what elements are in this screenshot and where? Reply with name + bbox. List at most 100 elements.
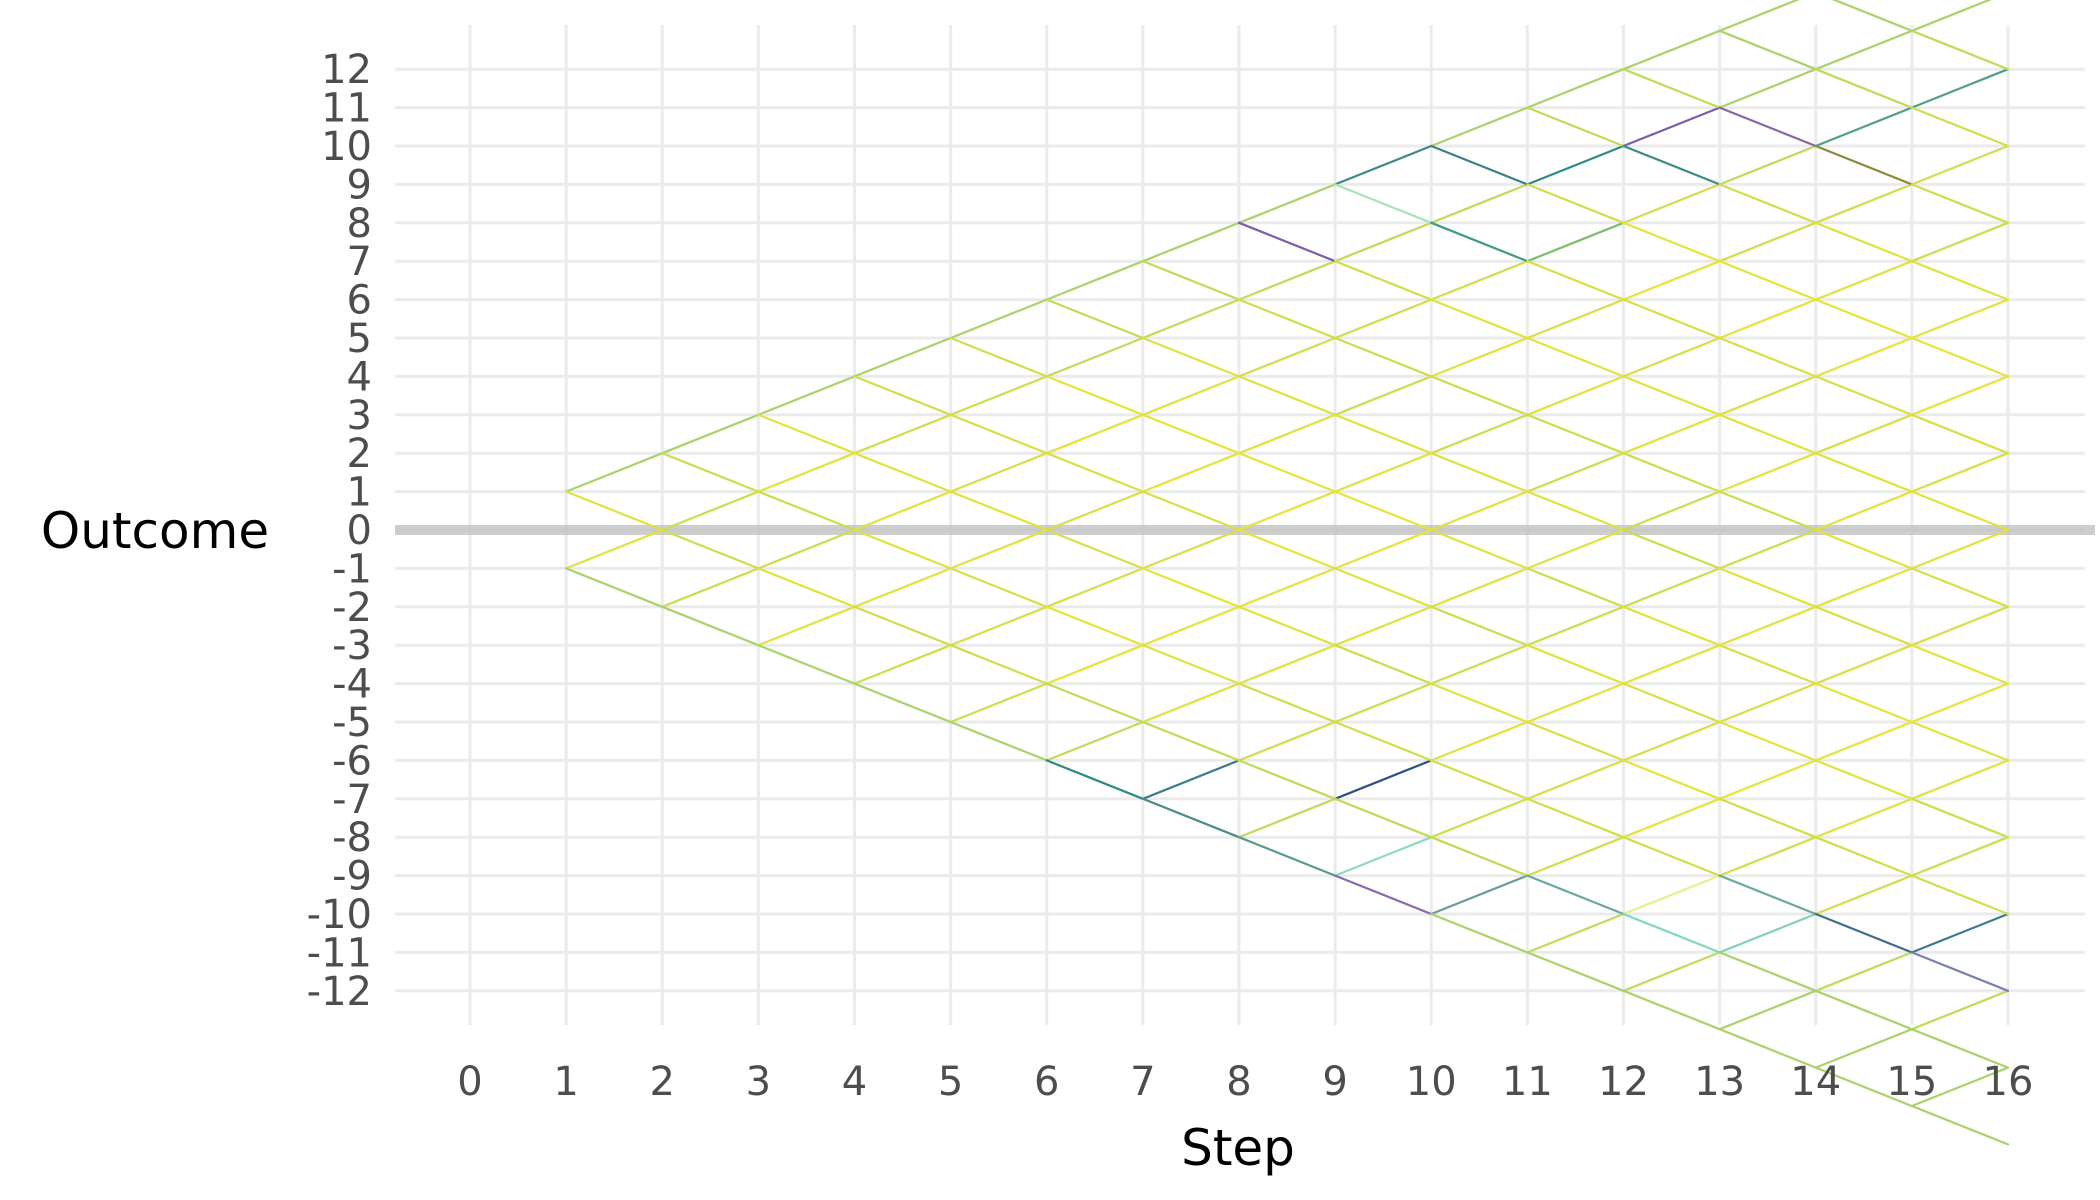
walk-edge <box>1045 260 1144 301</box>
walk-edge <box>1910 567 2010 608</box>
walk-edge <box>1526 720 1625 762</box>
walk-edge <box>1718 567 1817 608</box>
y-tick-label: 9 <box>347 162 372 208</box>
y-tick-label: -12 <box>307 969 372 1015</box>
walk-edge <box>1526 298 1625 340</box>
y-tick-label: 12 <box>321 47 372 93</box>
walk-edge <box>1718 912 1817 954</box>
y-tick-label: 11 <box>321 86 372 132</box>
walk-edge <box>757 567 856 608</box>
walk-edge <box>1430 874 1529 916</box>
walk-edge <box>1622 336 1721 378</box>
walk-edge <box>1430 720 1529 762</box>
x-tick-label: 16 <box>1983 1059 2034 1105</box>
walk-edge <box>1334 836 1433 877</box>
walk-edge <box>1718 413 1817 455</box>
walk-edge <box>1718 720 1817 762</box>
walk-edge <box>853 490 952 532</box>
walk-edge <box>1910 106 2010 148</box>
walk-edge <box>1910 1104 2010 1146</box>
walk-edge <box>661 413 760 455</box>
walk-edge <box>565 490 664 532</box>
walk-edge <box>1141 797 1241 839</box>
walk-edge <box>1622 29 1721 71</box>
walk-edge <box>1814 797 1913 839</box>
y-tick-label: -9 <box>332 854 372 900</box>
walk-edge <box>1045 567 1144 608</box>
walk-edge <box>1910 797 2010 839</box>
walk-edge <box>1526 836 1625 877</box>
x-tick-label: 9 <box>1322 1059 1347 1105</box>
walk-edge <box>949 567 1048 608</box>
walk-edge <box>1718 452 1817 493</box>
walk-edge <box>1526 644 1625 685</box>
walk-edge <box>1141 720 1241 762</box>
walk-edge <box>1141 298 1241 340</box>
walk-edge <box>1622 874 1721 916</box>
walk-edge <box>1526 144 1625 186</box>
x-tick-label: 0 <box>457 1059 482 1105</box>
walk-edge <box>1141 375 1241 416</box>
walk-edge <box>1910 413 2010 455</box>
walk-edge <box>1334 375 1433 416</box>
walk-edge <box>853 528 952 570</box>
walk-edge <box>853 375 952 416</box>
walk-edge <box>1622 221 1721 263</box>
x-tick-label: 10 <box>1406 1059 1457 1105</box>
walk-edge <box>1718 759 1817 800</box>
walk-edge <box>1831 0 1913 32</box>
walk-edge <box>757 413 856 455</box>
walk-edge <box>1141 759 1241 800</box>
walk-edge <box>1622 836 1721 877</box>
walk-edge <box>1814 528 1913 570</box>
walk-edge <box>1237 644 1337 685</box>
walk-edge <box>1334 605 1433 647</box>
walk-edge <box>1910 1028 2010 1069</box>
walk-edge <box>1622 68 1721 109</box>
walk-edge <box>1430 221 1529 263</box>
walk-edge <box>1622 183 1721 224</box>
walk-edge <box>1910 759 2010 800</box>
walk-edge <box>1718 644 1817 685</box>
walk-edge <box>1718 298 1817 340</box>
walk-edge <box>1334 797 1433 839</box>
walk-edge <box>1814 375 1913 416</box>
walk-edge <box>949 298 1048 340</box>
walk-edge <box>1622 797 1721 839</box>
walk-edge <box>1334 874 1433 916</box>
walk-edge <box>1045 759 1144 800</box>
walk-edge <box>853 413 952 455</box>
walk-edge <box>949 490 1048 532</box>
walk-edge <box>1237 797 1337 839</box>
walk-edge <box>1814 144 1913 186</box>
walk-edge <box>1141 413 1241 455</box>
walk-edge <box>1910 298 2010 340</box>
walk-edge <box>1910 490 2010 532</box>
walk-edge <box>1622 567 1721 608</box>
walk-edge <box>1718 221 1817 263</box>
walk-edge <box>1237 452 1337 493</box>
walk-edge <box>1910 29 2010 71</box>
walk-edge <box>1622 260 1721 301</box>
walk-edge <box>1814 989 1913 1031</box>
walk-edge <box>1622 720 1721 762</box>
walk-edge <box>1910 183 2010 224</box>
walk-edge <box>1430 682 1529 724</box>
x-tick-label: 13 <box>1694 1059 1745 1105</box>
walk-edge <box>1237 336 1337 378</box>
walk-edge <box>1430 644 1529 685</box>
walk-edge <box>1622 989 1721 1031</box>
walk-edge <box>1814 874 1913 916</box>
walk-edge <box>757 644 856 685</box>
walk-edge <box>1430 144 1529 186</box>
walk-edge <box>1237 682 1337 724</box>
walk-edge <box>1430 183 1529 224</box>
walk-edge <box>1045 452 1144 493</box>
walk-edge <box>1430 912 1529 954</box>
walk-edge <box>1141 490 1241 532</box>
walk-edge <box>1430 528 1529 570</box>
y-tick-label: 6 <box>347 278 372 324</box>
x-tick-label: 11 <box>1502 1059 1553 1105</box>
walk-edge <box>757 605 856 647</box>
